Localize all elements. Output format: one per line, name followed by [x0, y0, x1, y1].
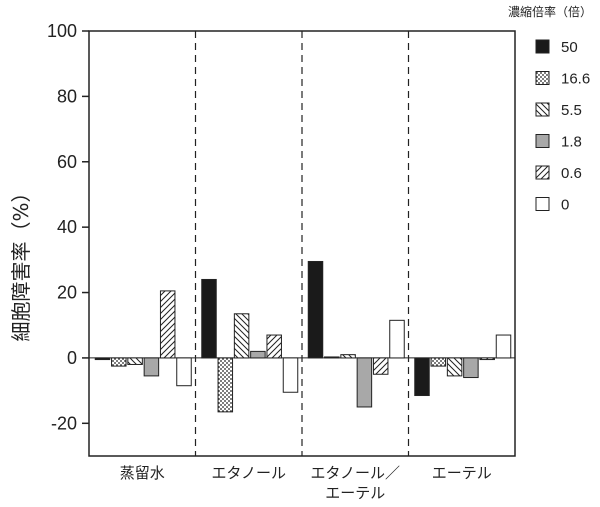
- bar: [250, 350, 266, 359]
- legend-swatch: [535, 165, 550, 180]
- bar: [94, 357, 111, 361]
- y-tick-label: 80: [57, 86, 77, 106]
- bar: [159, 290, 176, 359]
- legend-label: 50: [561, 39, 578, 56]
- legend-swatch: [535, 102, 550, 117]
- bar: [266, 334, 282, 359]
- legend-swatch: [535, 134, 550, 148]
- bar: [217, 357, 234, 413]
- legend-label: 0.6: [561, 165, 582, 182]
- legend-title: 濃縮倍率（倍）: [508, 4, 592, 19]
- bar: [324, 356, 340, 359]
- legend-label: 0: [561, 197, 569, 214]
- bar: [143, 357, 160, 377]
- bar: [463, 357, 479, 379]
- bar: [414, 357, 430, 397]
- bar: [430, 357, 447, 367]
- category-label: エーテル: [325, 484, 385, 502]
- bar: [479, 357, 495, 361]
- category-label: エーテル: [432, 464, 492, 482]
- bar: [307, 260, 324, 359]
- bar: [111, 357, 127, 367]
- legend-swatch: [535, 39, 550, 54]
- bar: [389, 319, 405, 359]
- y-tick-label: 0: [67, 348, 77, 368]
- y-axis-label: 細胞障害率（%）: [9, 182, 33, 341]
- bar: [176, 357, 192, 387]
- legend-label: 1.8: [561, 134, 582, 151]
- y-tick-label: 60: [57, 152, 77, 172]
- bar: [282, 357, 299, 393]
- bar: [446, 357, 463, 377]
- legend: 濃縮倍率（倍） 50 16.6 5.5 1.8 0.6 0: [508, 4, 592, 214]
- bar: [356, 357, 373, 408]
- category-label: エタノール／: [310, 464, 400, 482]
- y-tick-label: 100: [47, 21, 77, 41]
- y-tick-label: -20: [51, 413, 77, 433]
- legend-swatch: [535, 197, 550, 211]
- legend-label: 16.6: [561, 71, 590, 88]
- category-label: 蒸留水: [120, 464, 165, 482]
- bar: [495, 334, 512, 359]
- bar: [372, 357, 389, 375]
- y-tick-label: 40: [57, 217, 77, 237]
- bar: [340, 354, 356, 359]
- bar: [233, 313, 250, 359]
- bar: [127, 357, 143, 365]
- category-label: エタノール: [211, 464, 286, 482]
- legend-swatch: [535, 71, 550, 85]
- legend-label: 5.5: [561, 102, 582, 119]
- bar: [201, 278, 217, 359]
- y-tick-label: 20: [57, 283, 77, 303]
